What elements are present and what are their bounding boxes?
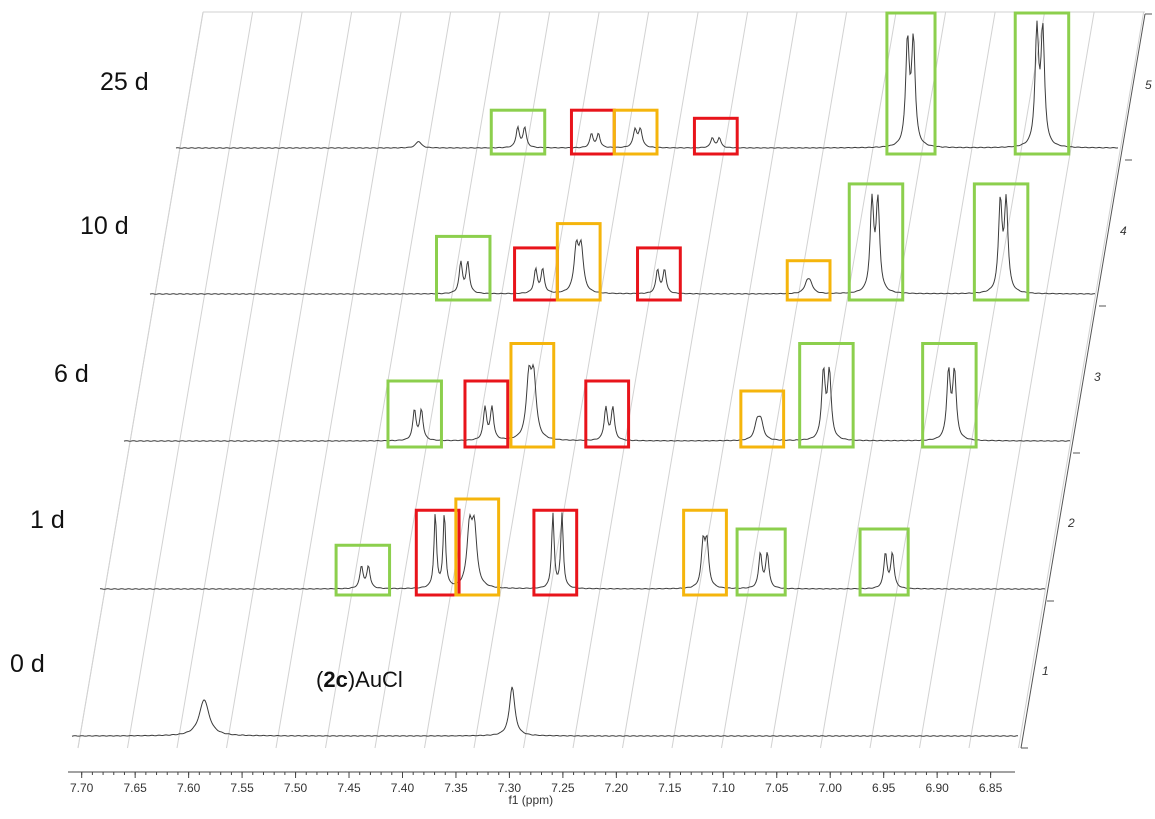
green-peak-box — [735, 527, 787, 597]
green-peak-box — [435, 234, 492, 302]
red-peak-box — [636, 246, 682, 302]
grid-line — [770, 11, 897, 749]
x-tick-label: 7.20 — [605, 781, 629, 795]
x-tick-label: 7.60 — [177, 781, 201, 795]
perspective-grid — [77, 11, 1145, 749]
orange-peak-box — [612, 108, 659, 156]
grid-line — [1018, 11, 1145, 749]
spectrum-trace — [99, 512, 1046, 590]
trace-number-label: 2 — [1067, 516, 1075, 530]
red-peak-box — [463, 379, 510, 449]
grid-line — [919, 11, 1046, 749]
x-tick-label: 7.30 — [498, 781, 522, 795]
x-tick-label: 7.00 — [819, 781, 843, 795]
green-peak-box — [386, 379, 443, 449]
time-label: 10 d — [80, 212, 129, 240]
green-peak-box — [847, 182, 905, 302]
grid-line — [622, 11, 749, 749]
spectrum-trace — [149, 193, 1096, 295]
grid-line — [671, 11, 798, 749]
compound-bold: 2c — [323, 667, 348, 692]
peak-boxes — [334, 11, 1071, 597]
orange-peak-box — [682, 508, 728, 597]
red-peak-box — [584, 379, 631, 449]
x-axis: 7.70 7.65 7.60 7.55 7.50 7.45 7.40 7.35 7.30 7.25… — [68, 771, 1015, 807]
spectra-traces — [71, 20, 1119, 737]
grid-line — [176, 11, 303, 749]
x-tick-label: 7.35 — [444, 781, 468, 795]
grid-line — [473, 11, 600, 749]
trace-number-label: 5 — [1145, 78, 1152, 92]
trace-number-label: 3 — [1094, 370, 1101, 384]
grid-line — [968, 11, 1095, 749]
time-label: 6 d — [54, 360, 89, 388]
grid-line — [869, 11, 996, 749]
green-peak-box — [1013, 11, 1071, 156]
red-peak-box — [513, 246, 559, 302]
x-tick-label: 7.25 — [551, 781, 575, 795]
x-tick-label: 7.70 — [70, 781, 94, 795]
green-peak-box — [858, 527, 910, 597]
green-peak-box — [334, 543, 392, 597]
green-peak-box — [972, 182, 1030, 302]
time-label: 25 d — [100, 68, 149, 96]
grid-frame-left — [77, 11, 204, 749]
green-peak-box — [798, 342, 855, 449]
x-tick-label: 7.15 — [658, 781, 682, 795]
orange-peak-box — [739, 389, 786, 449]
x-tick-label: 7.45 — [337, 781, 361, 795]
orange-peak-box — [454, 497, 501, 597]
x-tick-label: 7.50 — [284, 781, 308, 795]
x-tick-label: 6.85 — [979, 781, 1003, 795]
spectrum-trace — [71, 686, 1018, 737]
orange-peak-box — [509, 342, 556, 449]
grid-line — [275, 11, 402, 749]
right-axis: 1 2 3 4 5 — [1020, 13, 1152, 749]
x-tick-label: 7.10 — [712, 781, 736, 795]
spectrum-trace — [123, 363, 1071, 442]
right-axis-line — [1020, 13, 1146, 749]
grid-line — [721, 11, 848, 749]
green-peak-box — [489, 108, 547, 156]
compound-annotation: (2c)AuCl — [316, 667, 403, 693]
compound-prefix: ( — [316, 667, 324, 692]
x-axis-title: f1 (ppm) — [508, 793, 553, 807]
red-peak-box — [692, 116, 739, 156]
green-peak-box — [921, 342, 978, 449]
orange-peak-box — [785, 259, 832, 302]
x-tick-label: 7.40 — [391, 781, 415, 795]
grid-line — [572, 11, 699, 749]
x-tick-label: 7.65 — [123, 781, 147, 795]
grid-line — [820, 11, 947, 749]
grid-line — [226, 11, 353, 749]
x-tick-label: 6.95 — [872, 781, 896, 795]
trace-number-label: 1 — [1042, 664, 1049, 678]
red-peak-box — [414, 508, 461, 597]
x-tick-label: 6.90 — [925, 781, 949, 795]
x-tick-label: 7.55 — [230, 781, 254, 795]
orange-peak-box — [555, 222, 602, 302]
spectrum-trace — [175, 20, 1119, 149]
red-peak-box — [532, 508, 579, 597]
time-label: 0 d — [10, 650, 45, 678]
compound-suffix: )AuCl — [347, 667, 403, 692]
time-label: 1 d — [30, 506, 65, 534]
grid-line — [127, 11, 254, 749]
x-tick-label: 7.05 — [765, 781, 789, 795]
green-peak-box — [885, 11, 937, 156]
trace-number-label: 4 — [1120, 224, 1127, 238]
